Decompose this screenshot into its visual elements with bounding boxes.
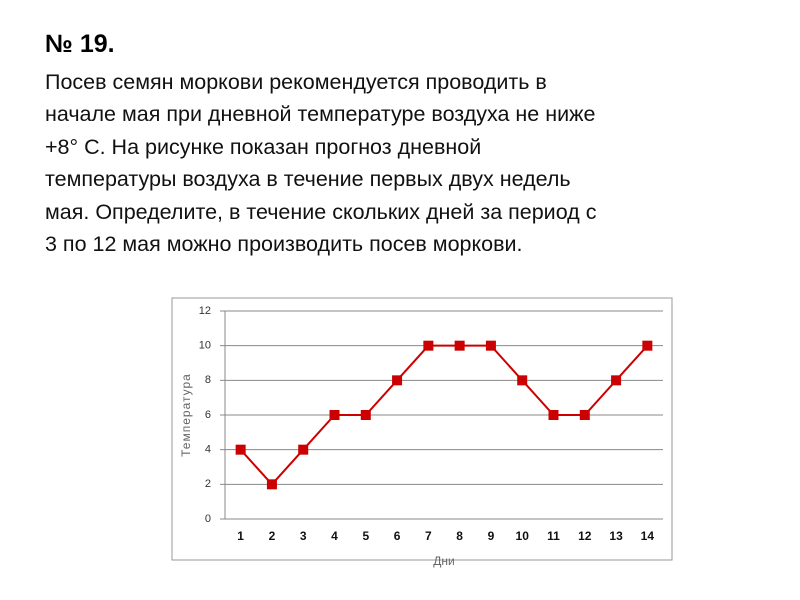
text-line: температуры воздуха в течение первых дву… [45,167,571,192]
x-tick-label: 4 [331,529,338,543]
y-tick-label: 10 [199,340,211,352]
x-tick-label: 10 [516,529,530,543]
x-tick-label: 12 [578,529,592,543]
x-tick-label: 14 [641,529,655,543]
x-tick-label: 8 [456,529,463,543]
y-tick-label: 6 [205,409,211,421]
x-axis-label: Дни [433,554,454,568]
data-point [360,410,371,420]
data-point [611,375,622,386]
text-line: 3 по 12 мая можно производить посев морк… [45,232,523,257]
x-tick-label: 1 [237,529,244,543]
data-point [642,340,653,351]
x-tick-label: 6 [394,529,401,543]
data-point [392,375,403,386]
y-tick-label: 0 [205,513,211,525]
x-tick-label: 11 [547,529,560,543]
y-tick-label: 4 [205,444,211,456]
text-line: начале мая при дневной температуре возду… [45,102,596,127]
x-tick-label: 9 [488,529,495,543]
x-tick-label: 13 [609,529,623,543]
data-point [423,340,434,351]
y-tick-label: 2 [205,478,211,490]
data-point [485,340,496,351]
chart-frame [171,297,673,561]
text-line: Посев семян моркови рекомендуется провод… [45,70,547,94]
data-point [329,410,340,420]
x-tick-label: 5 [362,529,369,543]
problem-number: № 19. [45,30,115,58]
y-tick-label: 12 [199,305,211,317]
x-tick-label: 7 [425,529,432,543]
data-point [266,479,277,490]
data-point [235,444,246,455]
x-tick-label: 2 [269,529,276,543]
data-point [298,444,309,455]
problem-text: Посев семян моркови рекомендуется провод… [45,66,596,260]
y-tick-label: 8 [205,374,211,386]
y-axis-label: Температура [179,373,193,457]
data-line [239,344,649,486]
data-point [548,410,559,420]
data-point [517,375,528,386]
data-point [579,410,590,420]
x-tick-label: 3 [300,529,307,543]
text-line: мая. Определите, в течение скольких дней… [45,199,597,224]
text-line: +8° С. На рисунке показан прогноз дневно… [45,134,482,159]
data-point [454,340,465,351]
